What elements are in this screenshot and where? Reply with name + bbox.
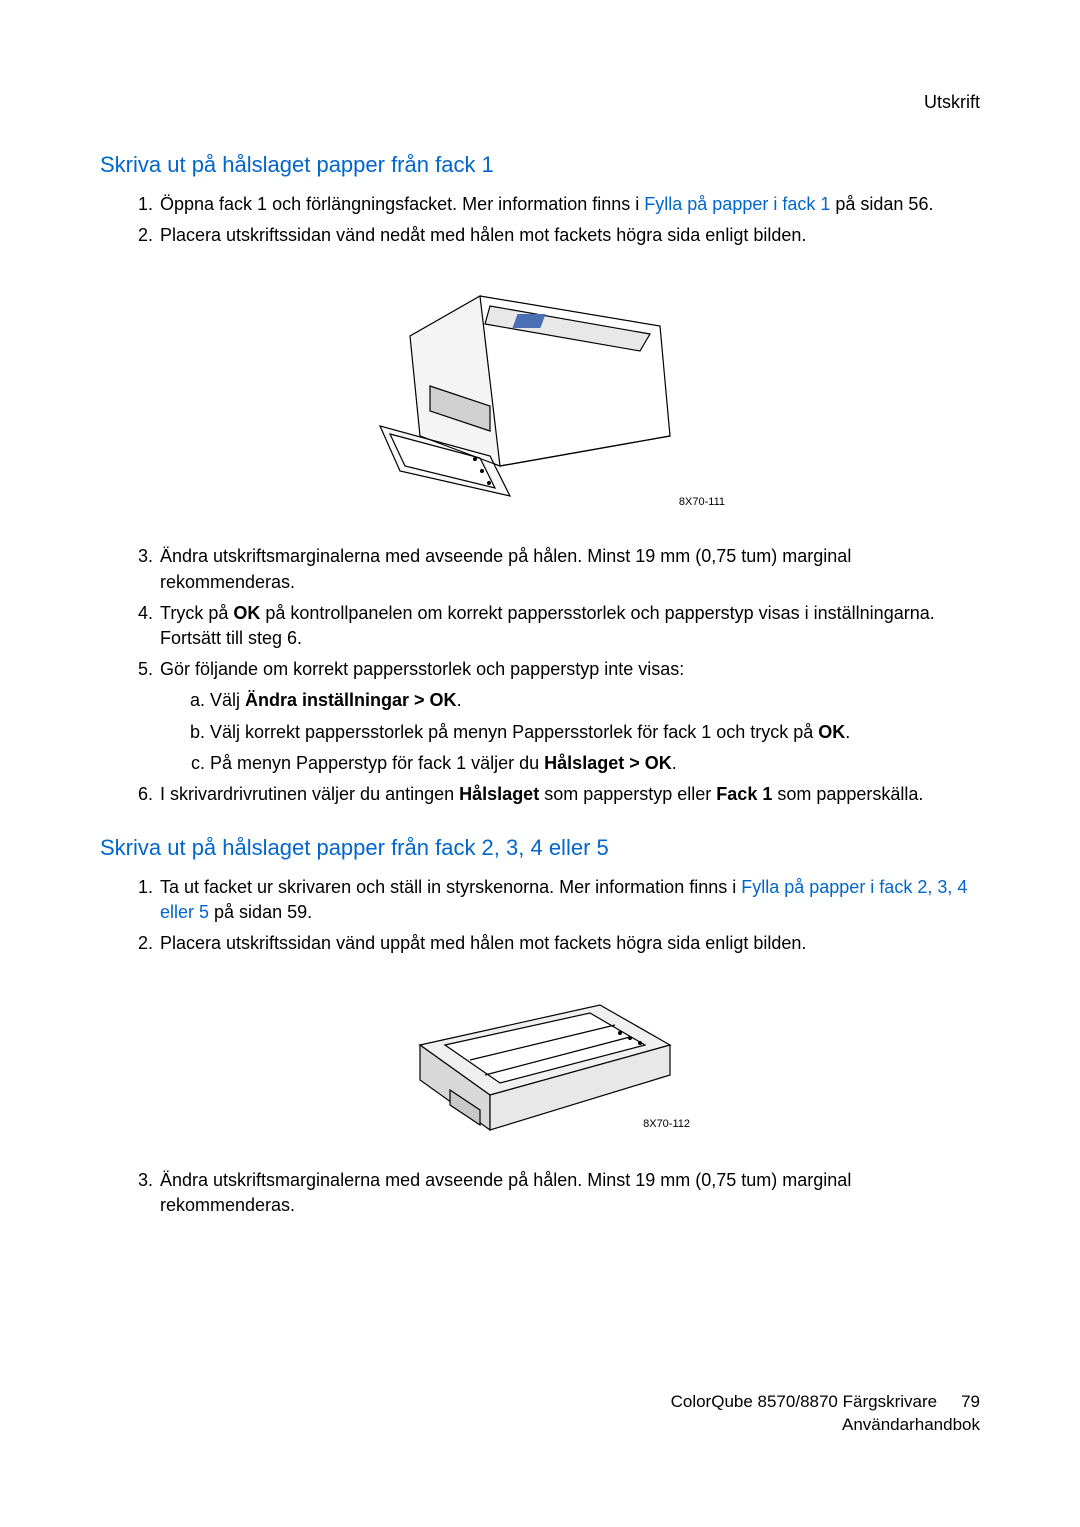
section2-item2: Placera utskriftssidan vänd uppåt med hå… <box>158 931 980 956</box>
bold-change-settings: Ändra inställningar > OK <box>245 690 457 710</box>
text: som papperskälla. <box>772 784 923 804</box>
text: Gör följande om korrekt pappersstorlek o… <box>160 659 684 679</box>
text: Välj korrekt pappersstorlek på menyn Pap… <box>210 722 818 742</box>
text: på sidan 59. <box>209 902 312 922</box>
page-number: 79 <box>961 1391 980 1414</box>
section2-item1: Ta ut facket ur skrivaren och ställ in s… <box>158 875 980 925</box>
bold-ok: OK <box>818 722 845 742</box>
footer-product: ColorQube 8570/8870 Färgskrivare <box>671 1392 937 1411</box>
section1-item1: Öppna fack 1 och förlängningsfacket. Mer… <box>158 192 980 217</box>
bold-punched-ok: Hålslaget > OK <box>544 753 672 773</box>
figure1-caption: 8X70-111 <box>679 496 725 508</box>
link-fill-tray1[interactable]: Fylla på papper i fack 1 <box>644 194 830 214</box>
bold-ok: OK <box>233 603 260 623</box>
footer-line2: Användarhandbok <box>671 1414 980 1437</box>
section2-list: Ta ut facket ur skrivaren och ställ in s… <box>100 875 980 957</box>
figure-printer: 8X70-111 <box>100 266 980 526</box>
section1-item5b: Välj korrekt pappersstorlek på menyn Pap… <box>210 720 980 745</box>
text: I skrivardrivrutinen väljer du antingen <box>160 784 459 804</box>
section1-sublist: Välj Ändra inställningar > OK. Välj korr… <box>160 688 980 776</box>
text: Ta ut facket ur skrivaren och ställ in s… <box>160 877 741 897</box>
section1-list: Öppna fack 1 och förlängningsfacket. Mer… <box>100 192 980 248</box>
section1-item5a: Välj Ändra inställningar > OK. <box>210 688 980 713</box>
text: . <box>672 753 677 773</box>
section1-item2: Placera utskriftssidan vänd nedåt med hå… <box>158 223 980 248</box>
text: Välj <box>210 690 245 710</box>
page-footer: ColorQube 8570/8870 Färgskrivare 79 Använ… <box>671 1391 980 1437</box>
footer-line1-wrap: ColorQube 8570/8870 Färgskrivare 79 <box>671 1391 980 1414</box>
text: på kontrollpanelen om korrekt papperssto… <box>160 603 935 648</box>
page: Utskrift Skriva ut på hålslaget papper f… <box>0 0 1080 1527</box>
bold-tray1: Fack 1 <box>716 784 772 804</box>
section1-item5: Gör följande om korrekt pappersstorlek o… <box>158 657 980 776</box>
section1-item3: Ändra utskriftsmarginalerna med avseende… <box>158 544 980 594</box>
section1-list-cont: Ändra utskriftsmarginalerna med avseende… <box>100 544 980 807</box>
section1-item4: Tryck på OK på kontrollpanelen om korrek… <box>158 601 980 651</box>
header-section-label: Utskrift <box>924 92 980 113</box>
bold-punched: Hålslaget <box>459 784 539 804</box>
figure-tray: 8X70-112 <box>100 975 980 1150</box>
text: På menyn Papperstyp för fack 1 väljer du <box>210 753 544 773</box>
section2-item3: Ändra utskriftsmarginalerna med avseende… <box>158 1168 980 1218</box>
section1-title: Skriva ut på hålslaget papper från fack … <box>100 152 980 178</box>
section1-item5c: På menyn Papperstyp för fack 1 väljer du… <box>210 751 980 776</box>
printer-illustration <box>360 266 720 526</box>
text: Öppna fack 1 och förlängningsfacket. Mer… <box>160 194 644 214</box>
text: . <box>457 690 462 710</box>
text: Tryck på <box>160 603 233 623</box>
main-content: Skriva ut på hålslaget papper från fack … <box>100 152 980 1218</box>
section2-title: Skriva ut på hålslaget papper från fack … <box>100 835 980 861</box>
text: . <box>845 722 850 742</box>
figure2-caption: 8X70-112 <box>643 1118 690 1130</box>
text: på sidan 56. <box>830 194 933 214</box>
section2-list-cont: Ändra utskriftsmarginalerna med avseende… <box>100 1168 980 1218</box>
section1-item6: I skrivardrivrutinen väljer du antingen … <box>158 782 980 807</box>
text: som papperstyp eller <box>539 784 716 804</box>
